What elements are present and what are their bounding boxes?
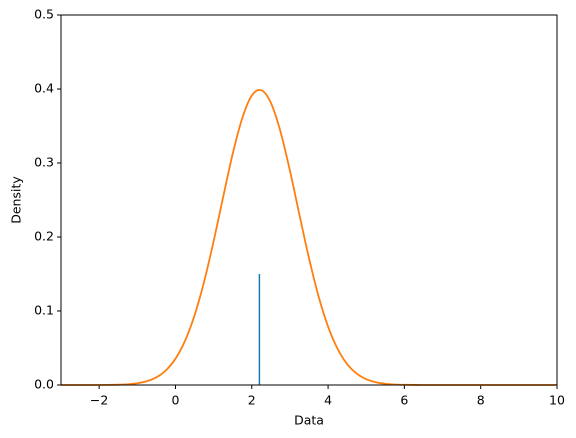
- y-tick-label: 0.0: [34, 377, 54, 392]
- x-tick-label: 10: [549, 393, 565, 408]
- density-curve: [61, 88, 557, 386]
- x-tick-label: 4: [324, 393, 332, 408]
- y-tick-label: 0.2: [34, 229, 54, 244]
- x-axis-label: Data: [294, 413, 324, 428]
- x-tick-label: 2: [248, 393, 256, 408]
- y-tick-label: 0.3: [34, 155, 54, 170]
- y-tick-label: 0.4: [34, 81, 54, 96]
- plot-frame: [60, 14, 558, 386]
- x-tick-label: −2: [90, 393, 108, 408]
- x-tick-label: 6: [400, 393, 408, 408]
- x-tick-label: 8: [477, 393, 485, 408]
- x-tick-label: 0: [171, 393, 179, 408]
- y-axis-label: Density: [9, 176, 24, 224]
- y-tick-label: 0.5: [34, 7, 54, 22]
- y-tick-label: 0.1: [34, 303, 54, 318]
